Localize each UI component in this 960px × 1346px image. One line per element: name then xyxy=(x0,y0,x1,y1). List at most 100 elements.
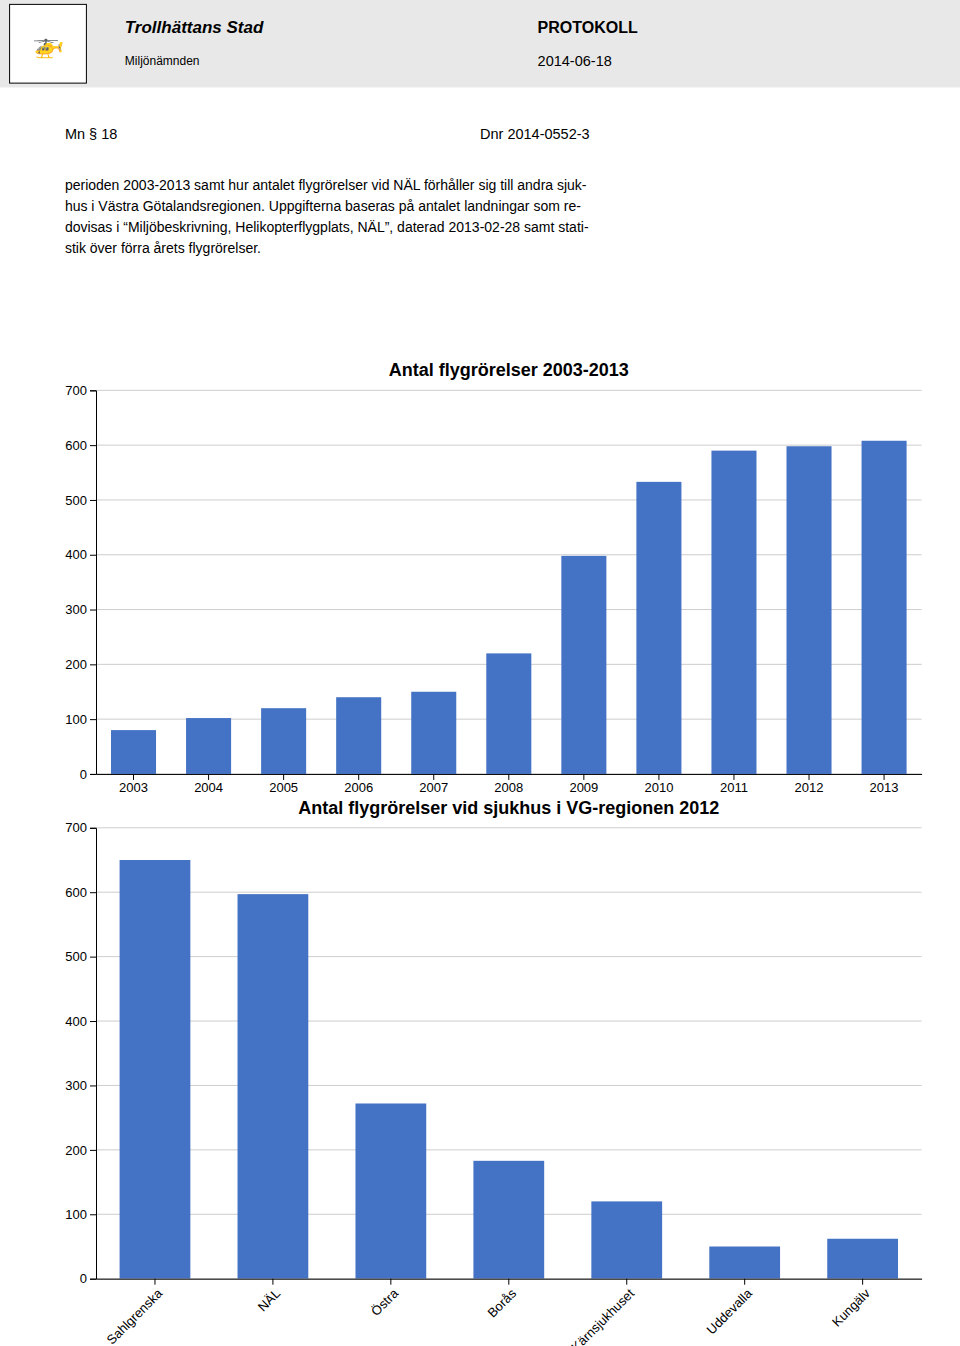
x-tick: 2011 xyxy=(720,774,748,795)
x-tick-label: 2009 xyxy=(569,780,598,795)
y-tick: 700 xyxy=(65,820,96,835)
y-tick-mark xyxy=(90,892,96,893)
bar xyxy=(561,556,606,774)
bar xyxy=(636,482,681,774)
text-area: Mn § 18 Dnr 2014-0552-3 perioden 2003-2013… xyxy=(65,126,590,256)
x-tick-label: 2010 xyxy=(644,780,673,795)
x-tick-label: 2008 xyxy=(494,780,523,795)
y-tick-label: 400 xyxy=(65,1014,87,1029)
y-tick-mark xyxy=(90,774,96,775)
x-tick-mark xyxy=(272,1279,273,1285)
x-tick: 2008 xyxy=(494,774,523,795)
department: Miljönämnden xyxy=(125,54,200,68)
bars xyxy=(120,860,898,1279)
y-tick-label: 400 xyxy=(65,547,87,562)
x-tick: Borås xyxy=(484,1279,519,1321)
bar xyxy=(336,697,381,774)
chart: 0 100 200 300 400 500 600 700 2003 2004 2005 2006 20… xyxy=(65,360,922,795)
y-tick: 400 xyxy=(65,1014,96,1029)
bar xyxy=(120,860,191,1279)
grid xyxy=(96,828,922,1279)
bar xyxy=(827,1239,898,1279)
grid-line xyxy=(96,892,922,893)
y-tick-label: 700 xyxy=(65,820,87,835)
bar xyxy=(238,894,309,1279)
x-tick: 2007 xyxy=(419,774,448,795)
x-tick: 2009 xyxy=(569,774,598,795)
x-tick-label: 2007 xyxy=(419,780,448,795)
x-tick-label: Borås xyxy=(484,1285,519,1320)
y-tick-mark xyxy=(90,1021,96,1022)
y-tick-label: 300 xyxy=(65,602,87,617)
reference: Dnr 2014-0552-3 xyxy=(480,126,590,142)
y-tick: 100 xyxy=(65,1207,96,1222)
y-tick-mark xyxy=(90,1214,96,1215)
bar xyxy=(411,692,456,774)
x-tick: Östra xyxy=(368,1279,402,1319)
logo: 🚁 xyxy=(32,29,64,59)
y-tick-mark xyxy=(90,664,96,665)
y-tick: 100 xyxy=(65,712,96,727)
x-tick-mark xyxy=(809,774,810,780)
x-tick-label: Kungälv xyxy=(829,1285,873,1329)
bar xyxy=(111,730,156,774)
body-line: perioden 2003-2013 samt hur antalet flyg… xyxy=(65,177,587,193)
y-tick-label: 100 xyxy=(65,712,87,727)
y-tick-mark xyxy=(90,1279,96,1280)
header-background xyxy=(0,0,960,87)
x-tick-mark xyxy=(626,1279,627,1285)
y-tick: 400 xyxy=(65,547,96,562)
y-tick-label: 700 xyxy=(65,383,87,398)
grid-line xyxy=(96,1149,922,1150)
y-tick: 200 xyxy=(65,1143,96,1158)
grid-line xyxy=(96,956,922,957)
x-tick-label: 2013 xyxy=(870,780,899,795)
bar xyxy=(787,446,832,774)
organization: Trollhättans Stad xyxy=(125,18,264,37)
bar xyxy=(486,653,531,774)
y-tick-label: 500 xyxy=(65,493,87,508)
grid-line xyxy=(96,1085,922,1086)
y-tick-mark xyxy=(90,1150,96,1151)
y-tick-mark xyxy=(90,445,96,446)
y-tick: 600 xyxy=(65,438,96,453)
bar xyxy=(711,451,756,774)
x-tick: 2005 xyxy=(269,774,298,795)
x-tick: Kärnsjukhuset xyxy=(568,1279,637,1346)
x-tick-mark xyxy=(508,774,509,780)
logo-box xyxy=(10,4,87,83)
x-tick-label: 2004 xyxy=(194,780,223,795)
y-tick-mark xyxy=(90,390,96,391)
x-tick-label: 2005 xyxy=(269,780,298,795)
x-tick-mark xyxy=(658,774,659,780)
x-tick: 2006 xyxy=(344,774,373,795)
y-tick-mark xyxy=(90,957,96,958)
x-tick: 2012 xyxy=(795,774,824,795)
x-tick-mark xyxy=(390,1279,391,1285)
document-type: PROTOKOLL xyxy=(538,19,638,36)
bar xyxy=(709,1246,780,1278)
y-tick-label: 100 xyxy=(65,1207,87,1222)
x-tick-mark xyxy=(154,1279,155,1285)
x-tick-label: 2012 xyxy=(795,780,824,795)
y-tick: 200 xyxy=(65,657,96,672)
x-tick-mark xyxy=(583,774,584,780)
y-tick-label: 0 xyxy=(80,1271,87,1286)
chart-title: Antal flygrörelser 2003-2013 xyxy=(389,360,629,380)
x-tick-mark xyxy=(862,1279,863,1285)
page: 🚁 Trollhättans Stad Miljönämnden PROTOKOLL 2… xyxy=(0,0,960,1346)
chart-title: Antal flygrörelser vid sjukhus i VG-regi… xyxy=(298,798,719,818)
x-tick-label: Uddevalla xyxy=(704,1285,756,1337)
body-line: dovisas i “Miljöbeskrivning, Helikopterf… xyxy=(65,219,589,235)
x-tick-mark xyxy=(208,774,209,780)
y-tick-label: 500 xyxy=(65,949,87,964)
y-tick-label: 0 xyxy=(80,767,87,782)
x-tick: 2003 xyxy=(119,774,148,795)
bar xyxy=(862,441,907,774)
y-tick: 300 xyxy=(65,1078,96,1093)
x-tick-mark xyxy=(884,774,885,780)
y-tick-label: 600 xyxy=(65,438,87,453)
section: Mn § 18 xyxy=(65,126,117,142)
x-tick-mark xyxy=(133,774,134,780)
x-tick-mark xyxy=(508,1279,509,1285)
